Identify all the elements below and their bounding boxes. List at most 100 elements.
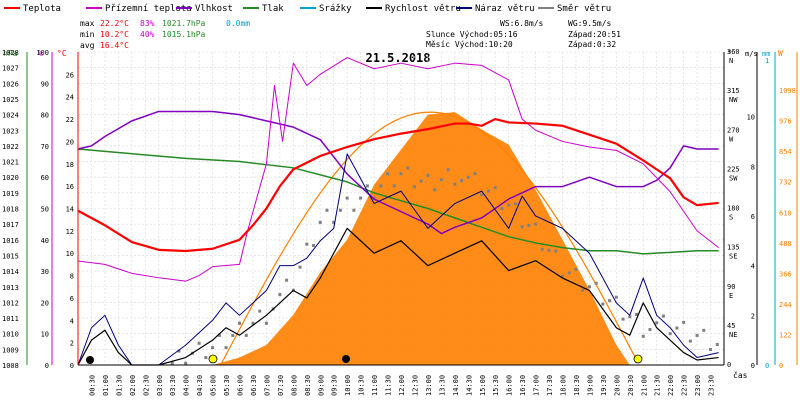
humidity-tick-label: 20 [41, 299, 49, 307]
ground-temperature-line [77, 57, 719, 282]
wind-direction-point [709, 348, 713, 352]
wind-direction-point [688, 339, 692, 343]
temperature-tick-label: 8 [70, 273, 74, 281]
pressure-tick-label: 1021 [2, 159, 19, 167]
pressure-tick-label: 1026 [2, 80, 19, 88]
direction-tick-label: N [729, 57, 733, 65]
x-tick-label: 09:00 [317, 375, 325, 396]
solar-tick-label: 0 [779, 362, 783, 370]
wind-direction-point [426, 173, 430, 177]
pressure-tick-label: 1010 [2, 331, 19, 339]
temperature-tick-label: 20 [66, 138, 74, 146]
wind-direction-point [453, 182, 457, 186]
humidity-tick-label: 10 [41, 331, 49, 339]
x-tick-label: 16:00 [506, 375, 514, 396]
wind-direction-point [251, 321, 255, 325]
solar-tick-label: 1098 [779, 87, 796, 95]
wind-direction-point [695, 333, 699, 337]
wind-direction-point [197, 341, 201, 345]
wind-direction-point [439, 178, 443, 182]
humidity-tick-label: 30 [41, 268, 49, 276]
x-tick-label: 11:30 [385, 375, 393, 396]
wind-direction-point [345, 196, 349, 200]
wind-direction-point [285, 278, 289, 282]
legend-rychlost-vetru: Rychlost větru [385, 4, 461, 14]
stats-max-hum: 83% [140, 19, 155, 28]
x-tick-label: 21:00 [640, 375, 648, 396]
wind-direction-point [184, 361, 188, 365]
x-tick-label: 04:00 [183, 375, 191, 396]
x-tick-label: 23:30 [708, 375, 716, 396]
legend-srazky: Srážky [319, 4, 352, 14]
solar-axis-unit: W [778, 49, 783, 58]
x-tick-label: 06:30 [250, 375, 258, 396]
rain-axis-unit: mm [762, 50, 770, 58]
humidity-tick-label: 80 [41, 112, 49, 120]
wind-direction-point [312, 243, 316, 247]
wind-direction-point [365, 184, 369, 188]
direction-tick-label: SE [729, 253, 737, 261]
wind-direction-point [258, 309, 262, 313]
temperature-line [77, 117, 719, 253]
pressure-tick-label: 1012 [2, 299, 19, 307]
direction-tick-label: W [729, 135, 734, 143]
wind-direction-point [527, 223, 531, 227]
x-tick-label: 04:30 [196, 375, 204, 396]
x-tick-label: 14:30 [465, 375, 473, 396]
x-tick-label: 03:30 [169, 375, 177, 396]
legend-smer-vetru: Směr větru [557, 4, 611, 14]
wind-direction-point [581, 288, 585, 292]
wind-tick-label: 4 [751, 263, 755, 271]
wind-direction-point [386, 172, 390, 176]
wind-direction-point [547, 248, 551, 252]
wind-axis-unit: m/s [745, 50, 758, 58]
x-tick-label: 17:30 [546, 375, 554, 396]
pressure-tick-label: 1019 [2, 190, 19, 198]
wind-direction-point [486, 189, 490, 193]
pressure-tick-label: 1018 [2, 206, 19, 214]
wind-direction-point [594, 281, 598, 285]
wind-tick-label: 8 [751, 163, 755, 171]
stats-sunrise: Slunce Východ:05:16 [426, 30, 518, 39]
wind-direction-point [372, 196, 376, 200]
pressure-tick-label: 1020 [2, 174, 19, 182]
solar-tick-label: 610 [779, 209, 792, 217]
wind-direction-point [500, 207, 504, 210]
direction-tick-label: 180 [727, 205, 740, 213]
wind-direction-point [217, 333, 221, 337]
solar-area [212, 112, 630, 365]
wind-direction-point [554, 249, 558, 253]
direction-tick-label: 45 [727, 322, 735, 330]
direction-tick-label: 225 [727, 165, 740, 173]
wind-tick-label: 6 [751, 213, 755, 221]
temperature-tick-label: 26 [66, 71, 74, 79]
direction-tick-label: E [729, 292, 733, 300]
humidity-tick-label: 90 [41, 80, 49, 88]
stats-min-label: min [80, 30, 95, 39]
x-tick-label: 07:30 [277, 375, 285, 396]
humidity-axis-unit: % [38, 49, 43, 58]
temperature-tick-label: 14 [66, 206, 74, 214]
wind-direction-point [641, 334, 645, 338]
chart-title: 21.5.2018 [365, 51, 430, 65]
wind-direction-point [352, 208, 356, 212]
solar-tick-label: 122 [779, 331, 792, 339]
stats-max-label: max [80, 19, 95, 28]
wind-direction-point [513, 202, 517, 206]
pressure-tick-label: 1027 [2, 65, 19, 73]
wind-direction-point [278, 293, 282, 297]
axes: 1008100910101011101210131014101510161017… [2, 48, 798, 370]
solar-theoretical-curve [220, 111, 639, 366]
temperature-tick-label: 2 [70, 340, 74, 348]
pressure-tick-label: 1024 [2, 112, 19, 120]
moonrise-icon [342, 355, 350, 363]
sunrise-icon [208, 354, 218, 364]
wind-direction-point [238, 321, 241, 325]
x-tick-label: 22:00 [667, 375, 675, 396]
legend: Teplota Přízemní teplota Vlhkost Tlak Sr… [4, 4, 611, 14]
direction-tick-label: NW [729, 96, 738, 104]
pressure-tick-label: 1016 [2, 237, 19, 245]
x-tick-label: 12:00 [398, 375, 406, 396]
stats-block: max 22.2°C 83% 1021.7hPa 0.0mm min 10.2°… [80, 19, 621, 50]
